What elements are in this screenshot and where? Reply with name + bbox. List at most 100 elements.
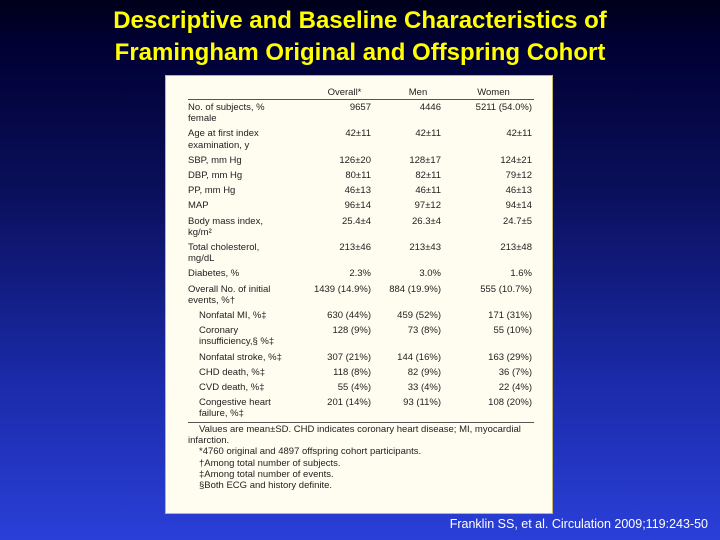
row-label-line: CHD death, %‡ bbox=[199, 366, 266, 378]
table-row: Body mass index, kg/m² 25.4±4 26.3±4 24.7±5 bbox=[188, 216, 534, 238]
row-label-line: MAP bbox=[188, 200, 209, 212]
table-row: Total cholesterol, mg/dL 213±46 213±43 213±4… bbox=[188, 242, 534, 264]
footnote-line: §Both ECG and history definite. bbox=[199, 480, 333, 492]
row-label-line: Nonfatal stroke, %‡ bbox=[199, 351, 282, 363]
cell-men: 82 (9%) bbox=[407, 366, 441, 378]
cell-women: 1.6% bbox=[510, 268, 532, 280]
table-row: Congestive heart failure, %‡ 201 (14%) 93 (… bbox=[188, 397, 534, 419]
row-label: Age at first index examination, y bbox=[188, 128, 306, 150]
table-body: No. of subjects, % female 9657 4446 5211 (54… bbox=[188, 102, 534, 420]
cell-overall: 80±11 bbox=[345, 170, 371, 182]
table-header-row: Overall* Men Women bbox=[188, 82, 534, 100]
cell-overall: 118 (8%) bbox=[333, 366, 371, 378]
row-label: PP, mm Hg bbox=[188, 185, 306, 196]
row-label-line: mg/dL bbox=[188, 253, 215, 265]
row-label: No. of subjects, % female bbox=[188, 102, 306, 124]
footnote-line: Values are mean±SD. CHD indicates corona… bbox=[199, 423, 521, 435]
row-label-line: Total cholesterol, bbox=[188, 242, 260, 254]
row-label-line: events, %† bbox=[188, 294, 235, 306]
cell-women: 94±14 bbox=[505, 200, 532, 212]
cell-women: 171 (31%) bbox=[488, 310, 532, 322]
table-row: CHD death, %‡ 118 (8%) 82 (9%) 36 (7%) bbox=[188, 367, 534, 378]
row-label: CHD death, %‡ bbox=[188, 367, 306, 378]
row-label: Overall No. of initial events, %† bbox=[188, 284, 306, 306]
characteristics-table: Overall* Men Women No. of subjects, % fem… bbox=[188, 82, 534, 491]
row-label-line: DBP, mm Hg bbox=[188, 170, 243, 182]
row-label-line: kg/m² bbox=[188, 226, 212, 238]
cell-women: 555 (10.7%) bbox=[480, 283, 532, 295]
cell-men: 144 (16%) bbox=[397, 351, 441, 363]
footnote-line: infarction. bbox=[188, 434, 230, 446]
row-label-line: No. of subjects, % bbox=[188, 102, 265, 113]
row-label: Nonfatal MI, %‡ bbox=[188, 310, 306, 321]
row-label: Total cholesterol, mg/dL bbox=[188, 242, 306, 264]
cell-overall: 25.4±4 bbox=[342, 215, 371, 227]
row-label-line: examination, y bbox=[188, 139, 250, 151]
cell-men: 26.3±4 bbox=[412, 215, 441, 227]
table-row: Coronary insufficiency,§ %‡ 128 (9%) 73 (8%… bbox=[188, 325, 534, 347]
table-row: Nonfatal MI, %‡ 630 (44%) 459 (52%) 171 (31… bbox=[188, 310, 534, 321]
footnote-line: *4760 original and 4897 offspring cohort… bbox=[199, 446, 422, 458]
cell-women: 5211 (54.0%) bbox=[475, 102, 532, 113]
cell-overall: 126±20 bbox=[339, 154, 371, 166]
cell-women: 36 (7%) bbox=[498, 366, 532, 378]
header-women: Women bbox=[477, 87, 510, 98]
citation: Franklin SS, et al. Circulation 2009;119… bbox=[449, 517, 708, 531]
cell-women: 124±21 bbox=[500, 154, 532, 166]
table-row: CVD death, %‡ 55 (4%) 33 (4%) 22 (4%) bbox=[188, 382, 534, 393]
cell-men: 884 (19.9%) bbox=[389, 283, 441, 295]
row-label-line: Body mass index, bbox=[188, 215, 263, 227]
cell-women: 55 (10%) bbox=[493, 325, 532, 337]
row-label: Diabetes, % bbox=[188, 268, 306, 279]
table-row: PP, mm Hg 46±13 46±11 46±13 bbox=[188, 185, 534, 196]
header-overall: Overall* bbox=[327, 87, 362, 98]
cell-overall: 128 (9%) bbox=[332, 325, 371, 337]
row-label-line: Coronary bbox=[199, 325, 239, 337]
cell-women: 46±13 bbox=[505, 185, 532, 197]
row-label: SBP, mm Hg bbox=[188, 155, 306, 166]
row-label-line: PP, mm Hg bbox=[188, 185, 236, 197]
table-row: SBP, mm Hg 126±20 128±17 124±21 bbox=[188, 155, 534, 166]
cell-overall: 96±14 bbox=[344, 200, 371, 212]
header-men: Men bbox=[408, 87, 428, 98]
cell-men: 73 (8%) bbox=[407, 325, 441, 337]
table-footnotes: Values are mean±SD. CHD indicates corona… bbox=[188, 421, 534, 492]
table-row: Age at first index examination, y 42±11 42±… bbox=[188, 128, 534, 150]
row-label-line: failure, %‡ bbox=[199, 408, 244, 420]
cell-women: 24.7±5 bbox=[503, 215, 532, 227]
row-label: MAP bbox=[188, 200, 306, 211]
cell-men: 128±17 bbox=[409, 154, 441, 166]
row-label-line: Diabetes, % bbox=[188, 268, 240, 280]
row-label-line: Age at first index bbox=[188, 128, 259, 140]
cell-men: 42±11 bbox=[415, 128, 441, 140]
table-row: Overall No. of initial events, %† 1439 (14… bbox=[188, 284, 534, 306]
cell-men: 93 (11%) bbox=[403, 397, 441, 409]
cell-women: 79±12 bbox=[505, 170, 532, 182]
cell-men: 33 (4%) bbox=[407, 382, 441, 394]
cell-men: 4446 bbox=[419, 102, 441, 113]
cell-women: 22 (4%) bbox=[498, 382, 532, 394]
row-label-line: SBP, mm Hg bbox=[188, 154, 242, 166]
row-label: DBP, mm Hg bbox=[188, 170, 306, 181]
row-label: Coronary insufficiency,§ %‡ bbox=[188, 325, 306, 347]
row-label-line: Overall No. of initial bbox=[188, 283, 271, 295]
cell-overall: 630 (44%) bbox=[327, 310, 371, 322]
row-label: CVD death, %‡ bbox=[188, 382, 306, 393]
cell-overall: 46±13 bbox=[344, 185, 371, 197]
footnote-line: †Among total number of subjects. bbox=[199, 457, 341, 469]
cell-overall: 9657 bbox=[349, 102, 371, 113]
cell-overall: 42±11 bbox=[345, 128, 371, 140]
row-label-line: insufficiency,§ %‡ bbox=[199, 336, 275, 348]
cell-overall: 2.3% bbox=[349, 268, 371, 280]
cell-women: 163 (29%) bbox=[488, 351, 532, 363]
cell-overall: 213±46 bbox=[339, 242, 371, 254]
row-label-line: female bbox=[188, 113, 217, 125]
cell-women: 42±11 bbox=[506, 128, 532, 140]
table-row: DBP, mm Hg 80±11 82±11 79±12 bbox=[188, 170, 534, 181]
slide-title: Descriptive and Baseline Characteristics… bbox=[0, 0, 720, 72]
cell-overall: 201 (14%) bbox=[327, 397, 371, 409]
table-row: MAP 96±14 97±12 94±14 bbox=[188, 200, 534, 211]
cell-men: 3.0% bbox=[419, 268, 441, 280]
cell-men: 97±12 bbox=[414, 200, 441, 212]
cell-overall: 307 (21%) bbox=[327, 351, 371, 363]
